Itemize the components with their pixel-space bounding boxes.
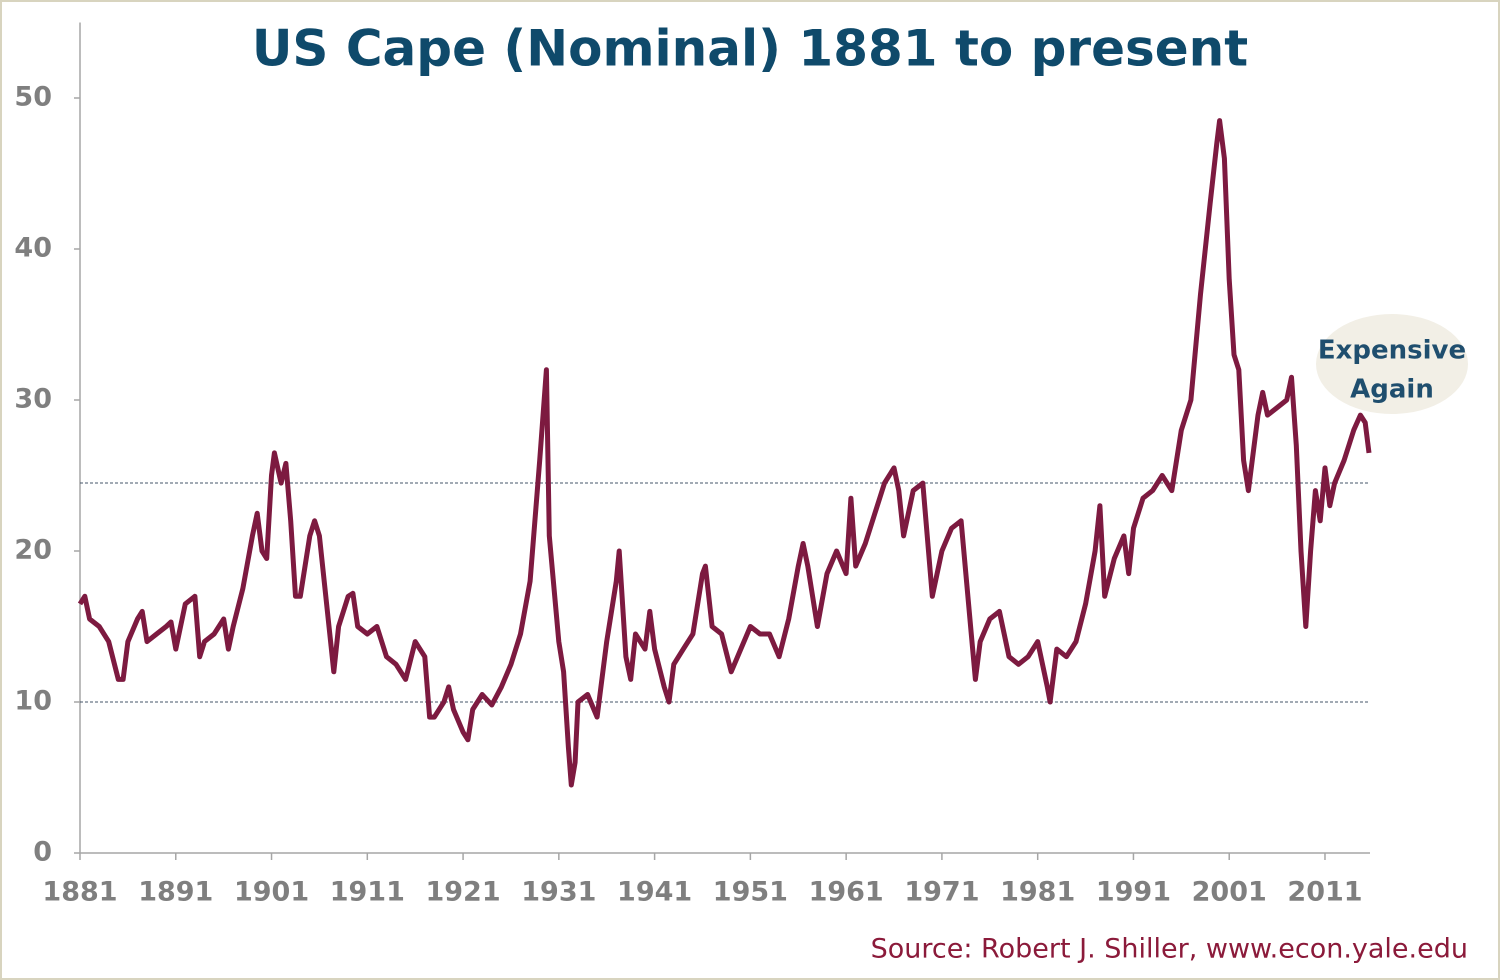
x-tick-label: 1991 [1096, 877, 1171, 908]
x-tick-label: 1951 [713, 877, 788, 908]
x-tick-label: 1941 [617, 877, 692, 908]
annotation: Expensive [1318, 336, 1466, 366]
x-tick-label: 1961 [809, 877, 884, 908]
x-tick-label: 1901 [234, 877, 309, 908]
annotation: Again [1350, 375, 1434, 405]
x-tick-label: 1931 [521, 877, 596, 908]
y-tick-label: 40 [14, 233, 52, 264]
x-tick-label: 1921 [425, 877, 500, 908]
y-tick-label: 20 [14, 535, 52, 566]
chart-title: US Cape (Nominal) 1881 to present [252, 20, 1248, 78]
y-tick-label: 30 [14, 384, 52, 415]
y-tick-label: 0 [33, 837, 52, 868]
x-tick-label: 2011 [1287, 877, 1362, 908]
x-tick-label: 2001 [1192, 877, 1267, 908]
x-tick-label: 1891 [138, 877, 213, 908]
x-tick-label: 1981 [1000, 877, 1075, 908]
x-tick-label: 1881 [42, 877, 117, 908]
y-tick-label: 10 [14, 686, 52, 717]
x-tick-label: 1911 [330, 877, 405, 908]
x-tick-label: 1971 [904, 877, 979, 908]
y-tick-label: 50 [14, 82, 52, 113]
annotation-bubble [1316, 314, 1468, 414]
data-line [77, 118, 1372, 788]
source: Source: Robert J. Shiller, www.econ.yale… [871, 934, 1468, 965]
